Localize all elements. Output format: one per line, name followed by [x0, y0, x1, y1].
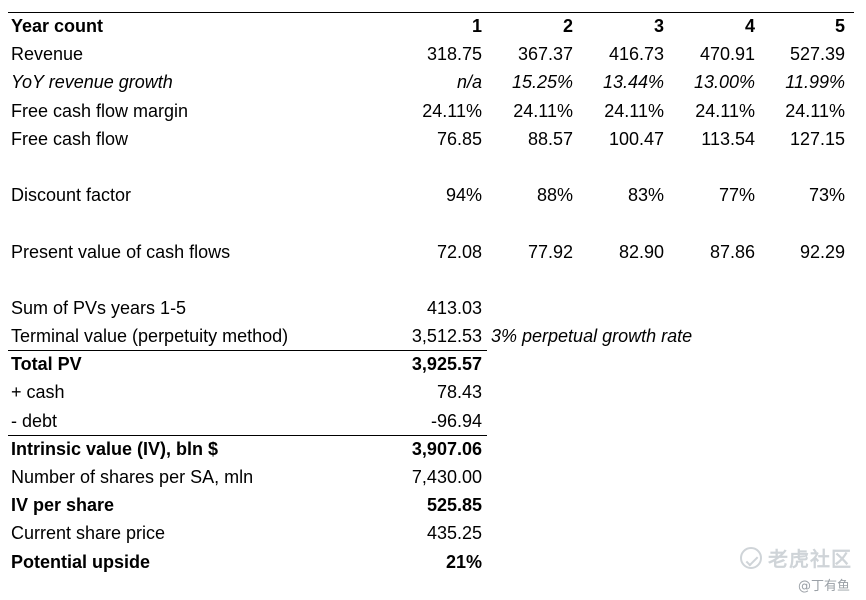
- table-cell: 24.11%: [695, 100, 755, 121]
- row-label: Discount factor: [11, 185, 132, 206]
- table-cell: 83%: [627, 185, 664, 206]
- growth-row: YoY revenue growth n/a 15.25% 13.44% 13.…: [0, 68, 866, 96]
- spacer-row: [0, 153, 866, 181]
- table-cell: -96.94: [430, 410, 482, 431]
- row-label: YoY revenue growth: [11, 72, 173, 93]
- revenue-row: Revenue 318.75 367.37 416.73 470.91 527.…: [0, 40, 866, 68]
- tiger-community-logo-icon: [740, 546, 762, 569]
- table-cell: 527.39: [789, 44, 845, 65]
- table-cell: 24.11%: [604, 100, 664, 121]
- sum-pv-row: Sum of PVs years 1-5 413.03: [0, 294, 866, 322]
- table-cell: 21%: [445, 551, 482, 572]
- dcf-table: Year count 1 2 3 4 5 Revenue 318.75 367.…: [0, 12, 866, 576]
- year-2-header: 2: [562, 16, 573, 36]
- table-cell: 94%: [445, 185, 482, 206]
- spacer-row: [0, 266, 866, 294]
- table-cell: 3,907.06: [411, 438, 482, 459]
- table-cell: 11.99%: [785, 72, 845, 93]
- table-cell: 113.54: [701, 128, 755, 149]
- table-cell: 318.75: [426, 44, 482, 65]
- table-cell: 88.57: [527, 128, 573, 149]
- watermark-user: @丁有鱼: [797, 579, 850, 594]
- table-cell: 3,512.53: [411, 326, 482, 347]
- row-label: Terminal value (perpetuity method): [11, 326, 289, 347]
- iv-per-share-row: IV per share 525.85: [0, 491, 866, 519]
- table-cell: 367.37: [517, 44, 573, 65]
- table-cell: 525.85: [426, 495, 482, 516]
- table-cell: 76.85: [436, 128, 482, 149]
- row-label: Present value of cash flows: [11, 241, 231, 262]
- table-cell: 88%: [536, 185, 573, 206]
- table-cell: 13.44%: [602, 72, 664, 93]
- shares-row: Number of shares per SA, mln 7,430.00: [0, 463, 866, 491]
- table-cell: 24.11%: [513, 100, 573, 121]
- row-label: Potential upside: [11, 551, 151, 572]
- table-cell: 78.43: [436, 382, 482, 403]
- fcf-row: Free cash flow 76.85 88.57 100.47 113.54…: [0, 125, 866, 153]
- terminal-note: 3% perpetual growth rate: [491, 326, 693, 347]
- table-cell: 87.86: [709, 241, 755, 262]
- table-cell: 3,925.57: [411, 354, 482, 375]
- upside-row: Potential upside 21%: [0, 548, 866, 576]
- watermark: 老虎社区: [740, 543, 852, 572]
- table-cell: 7,430.00: [411, 467, 482, 487]
- table-cell: 24.11%: [422, 100, 482, 121]
- row-label: Number of shares per SA, mln: [11, 467, 254, 487]
- year-3-header: 3: [653, 16, 664, 36]
- year-4-header: 4: [744, 16, 755, 36]
- table-cell: 13.00%: [693, 72, 755, 93]
- row-label: Sum of PVs years 1-5: [11, 297, 187, 318]
- table-cell: 82.90: [618, 241, 664, 262]
- table-cell: 127.15: [789, 128, 845, 149]
- year-1-header: 1: [471, 16, 482, 36]
- cash-row: + cash 78.43: [0, 378, 866, 406]
- row-label: Current share price: [11, 523, 166, 544]
- header-top-rule: [8, 12, 854, 13]
- table-cell: 72.08: [436, 241, 482, 262]
- row-label: Intrinsic value (IV), bln $: [11, 438, 219, 459]
- spacer-row: [0, 209, 866, 237]
- table-cell: 470.91: [699, 44, 755, 65]
- row-label: Free cash flow: [11, 128, 129, 149]
- row-label: - debt: [11, 410, 58, 431]
- total-pv-top-rule: [8, 350, 487, 352]
- intrinsic-value-row: Intrinsic value (IV), bln $ 3,907.06: [0, 434, 866, 463]
- table-cell: n/a: [456, 72, 482, 93]
- header-label: Year count: [11, 16, 104, 36]
- pv-row: Present value of cash flows 72.08 77.92 …: [0, 238, 866, 266]
- table-cell: 15.25%: [511, 72, 573, 93]
- row-label: Total PV: [11, 354, 82, 375]
- year-5-header: 5: [834, 16, 845, 36]
- row-label: IV per share: [11, 495, 115, 516]
- watermark-brand: 老虎社区: [768, 547, 852, 571]
- discount-row: Discount factor 94% 88% 83% 77% 73%: [0, 181, 866, 209]
- table-cell: 100.47: [608, 128, 664, 149]
- header-row: Year count 1 2 3 4 5: [0, 12, 866, 40]
- total-pv-row: Total PV 3,925.57: [0, 350, 866, 378]
- table-cell: 73%: [808, 185, 845, 206]
- table-cell: 416.73: [608, 44, 664, 65]
- debt-row: - debt -96.94: [0, 407, 866, 435]
- row-label: Free cash flow margin: [11, 100, 189, 121]
- row-label: + cash: [11, 382, 65, 403]
- price-row: Current share price 435.25: [0, 519, 866, 547]
- table-cell: 435.25: [426, 523, 482, 544]
- table-cell: 77%: [718, 185, 755, 206]
- table-cell: 413.03: [426, 297, 482, 318]
- terminal-value-row: Terminal value (perpetuity method) 3,512…: [0, 322, 866, 350]
- intrinsic-value-top-rule: [8, 434, 487, 436]
- row-label: Revenue: [11, 44, 84, 65]
- table-cell: 24.11%: [785, 100, 845, 121]
- fcf-margin-row: Free cash flow margin 24.11% 24.11% 24.1…: [0, 97, 866, 125]
- table-cell: 77.92: [527, 241, 573, 262]
- table-cell: 92.29: [799, 241, 845, 262]
